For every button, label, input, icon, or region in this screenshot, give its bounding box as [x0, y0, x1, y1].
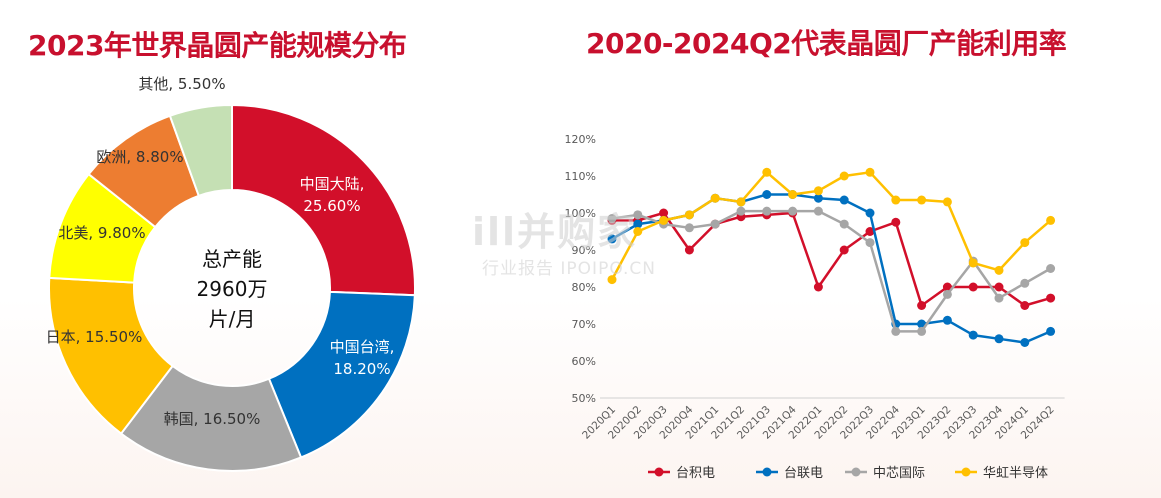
data-point-华虹半导体 [1046, 215, 1056, 225]
donut-label-其他: 其他, 5.50% [138, 75, 225, 93]
data-point-华虹半导体 [968, 258, 978, 268]
legend-label: 中芯国际 [873, 466, 925, 481]
legend-label: 台联电 [784, 466, 823, 481]
data-point-台积电 [813, 282, 823, 292]
data-point-台联电 [813, 193, 823, 203]
legend-marker [961, 467, 971, 477]
data-point-华虹半导体 [891, 195, 901, 205]
y-tick-label: 120% [565, 133, 596, 146]
y-tick-label: 100% [565, 207, 596, 220]
donut-label-韩国: 韩国, 16.50% [164, 410, 261, 428]
donut-chart-title: 2023年世界晶圆产能规模分布 [28, 29, 407, 62]
donut-slice-中国大陆 [231, 103, 416, 297]
data-point-台积电 [659, 208, 669, 218]
line-chart: 50%60%70%80%90%100%110%120%2020Q12020Q22… [565, 133, 1065, 481]
data-point-华虹半导体 [710, 193, 720, 203]
data-point-中芯国际 [917, 326, 927, 336]
data-point-华虹半导体 [607, 275, 617, 285]
data-point-台联电 [633, 219, 643, 229]
data-point-中芯国际 [839, 219, 849, 229]
y-tick-label: 90% [572, 244, 596, 257]
y-tick-label: 60% [572, 355, 596, 368]
series-line-中芯国际 [611, 209, 1052, 333]
data-point-中芯国际 [607, 214, 617, 224]
y-tick-label: 70% [572, 318, 596, 331]
data-point-台积电 [865, 227, 875, 236]
data-point-台联电 [865, 208, 875, 218]
data-point-中芯国际 [710, 219, 720, 229]
data-point-中芯国际 [633, 210, 643, 220]
y-tick-label: 80% [572, 281, 596, 294]
data-point-台联电 [994, 334, 1004, 344]
legend-marker [851, 467, 861, 477]
donut-label-欧洲: 欧洲, 8.80% [96, 148, 183, 166]
data-point-台联电 [1046, 326, 1056, 336]
donut-slice-中国台湾 [267, 290, 416, 459]
data-point-中芯国际 [788, 206, 798, 216]
data-point-中芯国际 [865, 238, 875, 248]
data-point-华虹半导体 [942, 197, 952, 207]
data-point-华虹半导体 [659, 215, 669, 225]
donut-label-日本: 日本, 15.50% [46, 328, 143, 346]
data-point-台联电 [839, 195, 849, 205]
data-point-中芯国际 [813, 206, 823, 216]
legend-label: 华虹半导体 [983, 466, 1048, 481]
data-point-台积电 [684, 245, 694, 255]
data-point-华虹半导体 [684, 210, 694, 220]
data-point-华虹半导体 [813, 186, 823, 196]
data-point-中芯国际 [762, 206, 772, 216]
data-point-台联电 [762, 190, 772, 199]
data-point-中芯国际 [1046, 264, 1056, 273]
donut-chart-panel: 2023年世界晶圆产能规模分布 中国大陆, 25.60% 中国台湾, 18.20% 韩国… [0, 0, 560, 498]
data-point-华虹半导体 [633, 227, 643, 236]
donut-label-中国大陆: 中国大陆, 25.60% [300, 175, 365, 215]
series-中芯国际 [607, 206, 1056, 336]
data-point-台积电 [891, 217, 901, 227]
legend-item-华虹半导体: 华虹半导体 [955, 466, 1048, 481]
data-point-中芯国际 [891, 326, 901, 336]
data-point-中芯国际 [736, 206, 746, 216]
line-chart-title: 2020-2024Q2代表晶圆厂产能利用率 [586, 27, 1067, 60]
data-point-台联电 [968, 330, 978, 340]
data-point-中芯国际 [684, 223, 694, 233]
data-point-台联电 [1020, 338, 1030, 347]
donut-label-中国台湾: 中国台湾, 18.20% [330, 338, 395, 378]
data-point-华虹半导体 [1020, 238, 1030, 248]
y-tick-label: 50% [572, 392, 596, 405]
data-point-台积电 [1046, 293, 1056, 303]
data-point-台积电 [968, 282, 978, 292]
data-point-台积电 [839, 245, 849, 255]
data-point-台积电 [1020, 301, 1030, 310]
legend-item-台积电: 台积电 [648, 466, 715, 481]
data-point-华虹半导体 [865, 167, 875, 177]
data-point-华虹半导体 [788, 190, 798, 199]
donut-label-北美: 北美, 9.80% [58, 224, 145, 242]
legend-label: 台积电 [676, 466, 715, 481]
data-point-中芯国际 [942, 289, 952, 299]
data-point-台联电 [942, 315, 952, 325]
legend-marker [762, 467, 772, 477]
legend-item-台联电: 台联电 [756, 466, 823, 481]
series-华虹半导体 [607, 167, 1056, 285]
data-point-华虹半导体 [736, 197, 746, 207]
data-point-台联电 [607, 234, 617, 244]
donut-center-text: 总产能 2960万片/月 [197, 247, 268, 331]
data-point-华虹半导体 [839, 171, 849, 181]
series-台积电 [607, 208, 1056, 310]
donut-chart: 中国大陆, 25.60% 中国台湾, 18.20% 韩国, 16.50% 日本, 15.5… [46, 75, 416, 472]
data-point-台积电 [917, 301, 927, 310]
data-point-台积电 [994, 282, 1004, 292]
legend-item-中芯国际: 中芯国际 [845, 466, 925, 481]
data-point-华虹半导体 [762, 167, 772, 177]
data-point-华虹半导体 [994, 265, 1004, 275]
data-point-中芯国际 [994, 293, 1004, 303]
line-chart-panel: 2020-2024Q2代表晶圆厂产能利用率 50% 60% 70% 80% 90% 100… [472, 0, 1161, 498]
data-point-台积电 [942, 282, 952, 292]
data-point-华虹半导体 [917, 195, 927, 205]
donut-slice-其他 [168, 103, 233, 198]
data-point-中芯国际 [1020, 278, 1030, 288]
y-tick-label: 110% [565, 170, 596, 183]
legend-marker [654, 467, 664, 477]
